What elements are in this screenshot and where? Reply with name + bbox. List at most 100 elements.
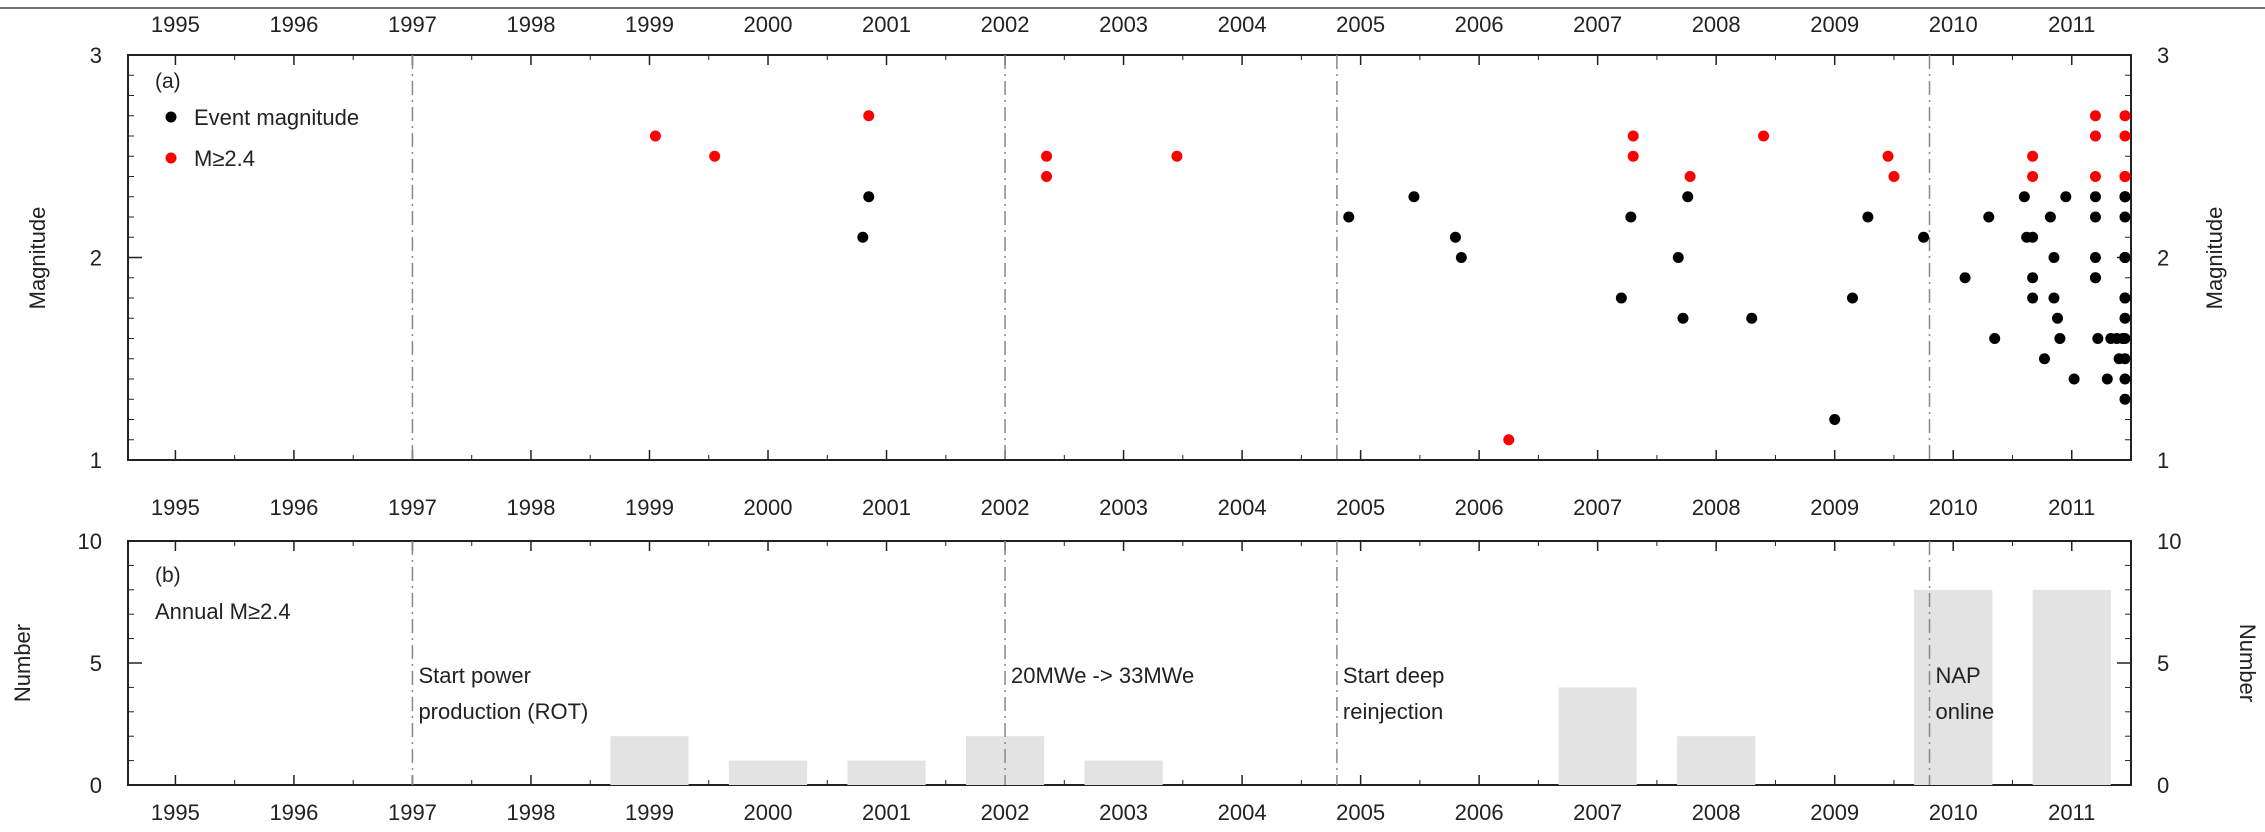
event-point (2119, 312, 2131, 324)
m24-point (2089, 110, 2101, 122)
year-label-top: 2000 (744, 12, 793, 37)
event-point (2048, 292, 2060, 304)
year-label-mid: 1995 (151, 495, 200, 520)
y-tick-label: 3 (90, 43, 102, 68)
event-point (2119, 333, 2131, 344)
event-point (2060, 191, 2072, 203)
year-label-mid: 1998 (506, 495, 555, 520)
event-point (1983, 211, 1995, 223)
event-point (1829, 414, 1841, 425)
event-point (2089, 191, 2101, 203)
event-point (2119, 373, 2131, 385)
year-label-bottom: 2011 (2048, 800, 2095, 825)
y-tick-label: 5 (90, 651, 102, 676)
panel-a-frame (127, 54, 2132, 461)
event-point (2038, 353, 2050, 365)
year-label-top: 1998 (506, 12, 555, 37)
bar-1999 (610, 736, 689, 785)
event-point (1343, 211, 1355, 223)
year-label-bottom: 2000 (744, 800, 793, 825)
year-label-mid: 2003 (1099, 495, 1148, 520)
year-label-mid: 2001 (862, 495, 911, 520)
event-point (2089, 272, 2101, 284)
bar-2007 (1558, 687, 1637, 785)
event-point (1989, 333, 2001, 344)
panel-b-ylabel-right: Number (2235, 624, 2260, 702)
year-label-top: 1996 (269, 12, 318, 37)
y-tick-label: 1 (2157, 448, 2169, 473)
year-label-top: 2003 (1099, 12, 1148, 37)
year-label-bottom: 2004 (1218, 800, 1267, 825)
legend-event-marker (165, 111, 177, 123)
year-label-bottom: 2003 (1099, 800, 1148, 825)
event-point (1862, 211, 1874, 223)
year-label-mid: 1997 (388, 495, 437, 520)
event-point (1682, 191, 1694, 203)
event-point (2027, 231, 2039, 243)
event-point (2119, 191, 2131, 203)
event-point (1677, 312, 1689, 324)
event-point (1449, 231, 1461, 243)
event-point (2119, 211, 2131, 223)
year-label-mid: 2009 (1810, 495, 1859, 520)
y-tick-label: 3 (2157, 43, 2169, 68)
bar-2011 (2032, 589, 2111, 785)
m24-point (2089, 171, 2101, 182)
year-label-mid: 2011 (2048, 495, 2095, 520)
m24-point (1041, 150, 1053, 162)
year-label-bottom: 2001 (862, 800, 911, 825)
year-label-bottom: 1997 (388, 800, 437, 825)
m24-point (709, 150, 721, 162)
y-tick-label: 1 (90, 448, 102, 473)
y-tick-label: 0 (2157, 773, 2169, 798)
legend-a: Event magnitude M≥2.4 (165, 105, 359, 171)
year-label-bottom: 1999 (625, 800, 674, 825)
annotation-text: Start deep (1343, 663, 1445, 688)
panel-a-ylabel-right: Magnitude (2202, 207, 2227, 310)
panel-a-label: (a) (155, 70, 181, 93)
m24-point (1882, 150, 1894, 162)
event-point (1746, 312, 1758, 324)
year-label-top: 1999 (625, 12, 674, 37)
m24-point (1684, 171, 1696, 182)
year-label-top: 2007 (1573, 12, 1622, 37)
legend-m24-label: M≥2.4 (194, 146, 255, 171)
y-tick-label: 2 (90, 246, 102, 271)
year-label-mid: 2007 (1573, 495, 1622, 520)
annotation-text: reinjection (1343, 699, 1443, 724)
year-label-mid: 2008 (1692, 495, 1741, 520)
bar-2008 (1677, 736, 1756, 785)
m24-point (2119, 110, 2131, 122)
event-point (2119, 353, 2131, 365)
year-label-top: 2001 (862, 12, 911, 37)
year-label-bottom: 2008 (1692, 800, 1741, 825)
annotation-text: NAP (1936, 663, 1981, 688)
year-label-mid: 2004 (1218, 495, 1267, 520)
m24-point (2119, 171, 2131, 182)
year-label-top: 2008 (1692, 12, 1741, 37)
year-label-top: 2005 (1336, 12, 1385, 37)
year-label-top: 2002 (981, 12, 1030, 37)
annotation-text: Start power (418, 663, 531, 688)
year-label-bottom: 1998 (506, 800, 555, 825)
event-point (2068, 373, 2080, 385)
bar-2001 (847, 760, 926, 785)
panel-b-ylabel-left: Number (10, 624, 35, 702)
m24-point (1041, 171, 1053, 182)
bar-2000 (728, 760, 808, 785)
year-label-top: 1997 (388, 12, 437, 37)
year-label-top: 2006 (1455, 12, 1504, 37)
year-label-mid: 2005 (1336, 495, 1385, 520)
year-label-top: 2010 (1929, 12, 1978, 37)
year-label-top: 2011 (2048, 12, 2095, 37)
m24-point (2089, 130, 2101, 142)
event-point (863, 191, 875, 203)
year-label-top: 2004 (1218, 12, 1267, 37)
event-point (1408, 191, 1420, 203)
annotation-text: online (1936, 699, 1995, 724)
event-point (2044, 211, 2056, 223)
m24-point (649, 130, 661, 142)
year-label-top: 2009 (1810, 12, 1859, 37)
legend-event-label: Event magnitude (194, 105, 359, 130)
